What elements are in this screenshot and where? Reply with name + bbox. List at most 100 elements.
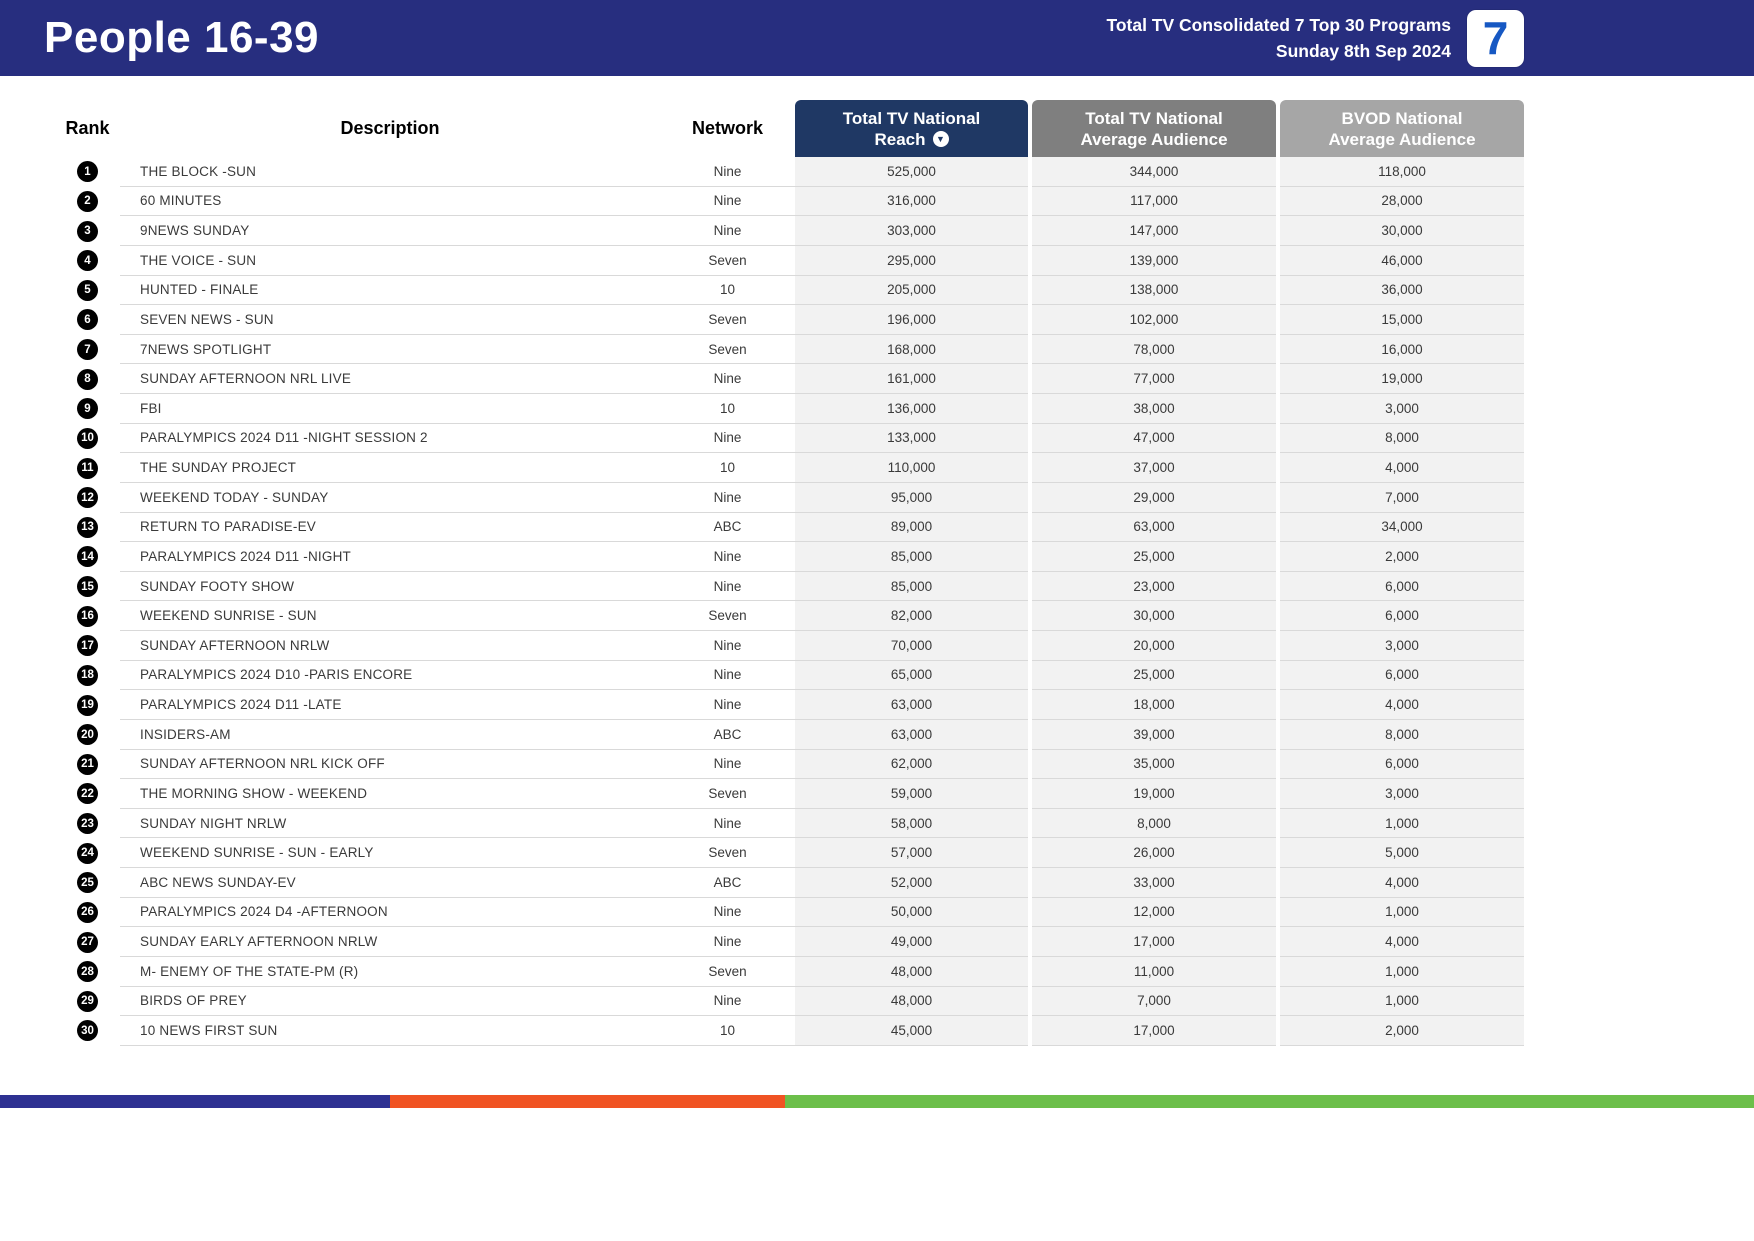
bvod-audience-cell: 19,000	[1280, 364, 1524, 394]
table-row: 9 FBI 10 136,000 38,000 3,000	[55, 394, 1524, 424]
table-row: 15 SUNDAY FOOTY SHOW Nine 85,000 23,000 …	[55, 571, 1524, 602]
network-cell: Nine	[660, 424, 795, 454]
rank-badge: 3	[77, 220, 98, 242]
bvod-audience-cell: 2,000	[1280, 542, 1524, 572]
average-audience-cell: 139,000	[1032, 245, 1276, 276]
rank-badge: 29	[77, 990, 98, 1012]
bvod-audience-cell: 30,000	[1280, 216, 1524, 246]
table-row: 23 SUNDAY NIGHT NRLW Nine 58,000 8,000 1…	[55, 808, 1524, 839]
reach-cell: 316,000	[795, 186, 1028, 217]
average-audience-cell: 20,000	[1032, 631, 1276, 661]
program-description-cell: PARALYMPICS 2024 D11 -LATE	[120, 690, 660, 720]
rank-badge: 11	[77, 457, 98, 479]
report-subtitle: Total TV Consolidated 7 Top 30 Programs …	[1106, 12, 1451, 64]
table-row: 22 THE MORNING SHOW - WEEKEND Seven 59,0…	[55, 779, 1524, 809]
average-audience-cell: 30,000	[1032, 601, 1276, 631]
average-audience-cell: 63,000	[1032, 512, 1276, 543]
network-cell: Nine	[660, 690, 795, 720]
seven-logo-glyph: 7	[1482, 12, 1509, 64]
network-cell: Nine	[660, 661, 795, 691]
average-audience-cell: 37,000	[1032, 453, 1276, 483]
bvod-audience-cell: 6,000	[1280, 660, 1524, 691]
bvod-audience-cell: 3,000	[1280, 779, 1524, 809]
rank-badge: 25	[77, 872, 98, 894]
average-audience-cell: 117,000	[1032, 186, 1276, 217]
table-row: 12 WEEKEND TODAY - SUNDAY Nine 95,000 29…	[55, 482, 1524, 513]
table-row: 24 WEEKEND SUNRISE - SUN - EARLY Seven 5…	[55, 838, 1524, 868]
rank-cell: 21	[55, 750, 120, 780]
network-cell: Nine	[660, 216, 795, 246]
average-audience-cell: 17,000	[1032, 927, 1276, 957]
bvod-audience-cell: 6,000	[1280, 571, 1524, 602]
rank-badge: 17	[77, 635, 98, 657]
table-row: 8 SUNDAY AFTERNOON NRL LIVE Nine 161,000…	[55, 364, 1524, 394]
rank-cell: 1	[55, 157, 120, 187]
network-cell: Seven	[660, 246, 795, 276]
bvod-audience-cell: 34,000	[1280, 512, 1524, 543]
reach-cell: 161,000	[795, 364, 1028, 394]
program-description-cell: BIRDS OF PREY	[120, 987, 660, 1017]
rank-badge: 30	[77, 1020, 98, 1042]
reach-cell: 57,000	[795, 838, 1028, 868]
rank-cell: 17	[55, 631, 120, 661]
average-audience-cell: 7,000	[1032, 986, 1276, 1017]
average-audience-cell: 12,000	[1032, 897, 1276, 928]
program-description-cell: SUNDAY FOOTY SHOW	[120, 572, 660, 602]
column-header-reach[interactable]: Total TV National Reach ▼	[795, 100, 1028, 157]
footer-color-bar	[0, 1095, 1754, 1108]
table-row: 25 ABC NEWS SUNDAY-EV ABC 52,000 33,000 …	[55, 868, 1524, 898]
rank-cell: 16	[55, 601, 120, 631]
reach-cell: 136,000	[795, 394, 1028, 424]
network-cell: ABC	[660, 868, 795, 898]
reach-cell: 205,000	[795, 275, 1028, 306]
rank-cell: 19	[55, 690, 120, 720]
average-audience-cell: 39,000	[1032, 719, 1276, 750]
reach-cell: 82,000	[795, 601, 1028, 631]
rank-cell: 3	[55, 216, 120, 246]
bvod-audience-cell: 4,000	[1280, 453, 1524, 483]
program-description-cell: PARALYMPICS 2024 D11 -NIGHT	[120, 542, 660, 572]
network-cell: Nine	[660, 631, 795, 661]
program-description-cell: PARALYMPICS 2024 D11 -NIGHT SESSION 2	[120, 424, 660, 454]
program-description-cell: 60 MINUTES	[120, 187, 660, 217]
network-cell: Nine	[660, 927, 795, 957]
rank-badge: 12	[77, 487, 98, 509]
rank-badge: 14	[77, 546, 98, 568]
table-row: 19 PARALYMPICS 2024 D11 -LATE Nine 63,00…	[55, 690, 1524, 720]
network-cell: 10	[660, 276, 795, 306]
table-row: 29 BIRDS OF PREY Nine 48,000 7,000 1,000	[55, 986, 1524, 1017]
reach-cell: 95,000	[795, 482, 1028, 513]
rank-badge: 20	[77, 724, 98, 746]
reach-cell: 59,000	[795, 779, 1028, 809]
average-audience-cell: 29,000	[1032, 482, 1276, 513]
rank-badge: 27	[77, 931, 98, 953]
column-header-bvod-audience: BVOD National Average Audience	[1280, 100, 1524, 157]
reach-cell: 70,000	[795, 631, 1028, 661]
network-cell: 10	[660, 453, 795, 483]
reach-header-line2: Reach ▼	[874, 129, 949, 150]
bvod-audience-cell: 1,000	[1280, 808, 1524, 839]
reach-cell: 303,000	[795, 216, 1028, 246]
network-cell: Seven	[660, 305, 795, 335]
average-audience-cell: 344,000	[1032, 157, 1276, 187]
table-row: 14 PARALYMPICS 2024 D11 -NIGHT Nine 85,0…	[55, 542, 1524, 572]
reach-cell: 110,000	[795, 453, 1028, 483]
program-description-cell: PARALYMPICS 2024 D4 -AFTERNOON	[120, 898, 660, 928]
rank-cell: 25	[55, 868, 120, 898]
table-row: 6 SEVEN NEWS - SUN Seven 196,000 102,000…	[55, 305, 1524, 335]
programs-table: Rank Description Network Total TV Nation…	[55, 100, 1524, 1046]
reach-cell: 65,000	[795, 660, 1028, 691]
rank-badge: 19	[77, 694, 98, 716]
program-description-cell: HUNTED - FINALE	[120, 276, 660, 306]
bvod-audience-cell: 3,000	[1280, 631, 1524, 661]
reach-cell: 295,000	[795, 245, 1028, 276]
rank-badge: 13	[77, 516, 98, 538]
network-cell: Nine	[660, 483, 795, 513]
table-row: 5 HUNTED - FINALE 10 205,000 138,000 36,…	[55, 275, 1524, 306]
rank-badge: 22	[77, 783, 98, 805]
rank-badge: 5	[77, 279, 98, 301]
reach-cell: 58,000	[795, 808, 1028, 839]
table-row: 18 PARALYMPICS 2024 D10 -PARIS ENCORE Ni…	[55, 660, 1524, 691]
average-audience-cell: 25,000	[1032, 660, 1276, 691]
table-row: 10 PARALYMPICS 2024 D11 -NIGHT SESSION 2…	[55, 423, 1524, 454]
